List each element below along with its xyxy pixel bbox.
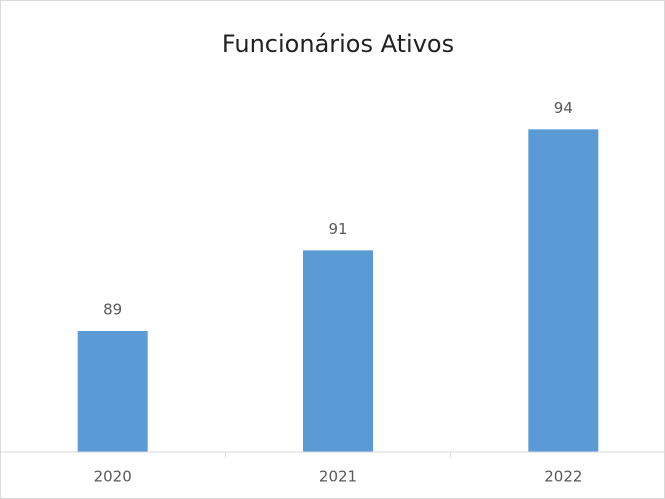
x-tick-label: 2020 xyxy=(94,468,132,486)
data-label: 89 xyxy=(103,301,122,319)
data-label: 91 xyxy=(328,220,347,238)
bar xyxy=(77,331,148,452)
bar xyxy=(528,129,599,453)
data-label: 94 xyxy=(554,99,573,117)
x-tick-label: 2022 xyxy=(544,468,582,486)
chart-title: Funcionários Ativos xyxy=(222,30,454,58)
x-tick-label: 2021 xyxy=(319,468,357,486)
bar xyxy=(303,250,373,452)
